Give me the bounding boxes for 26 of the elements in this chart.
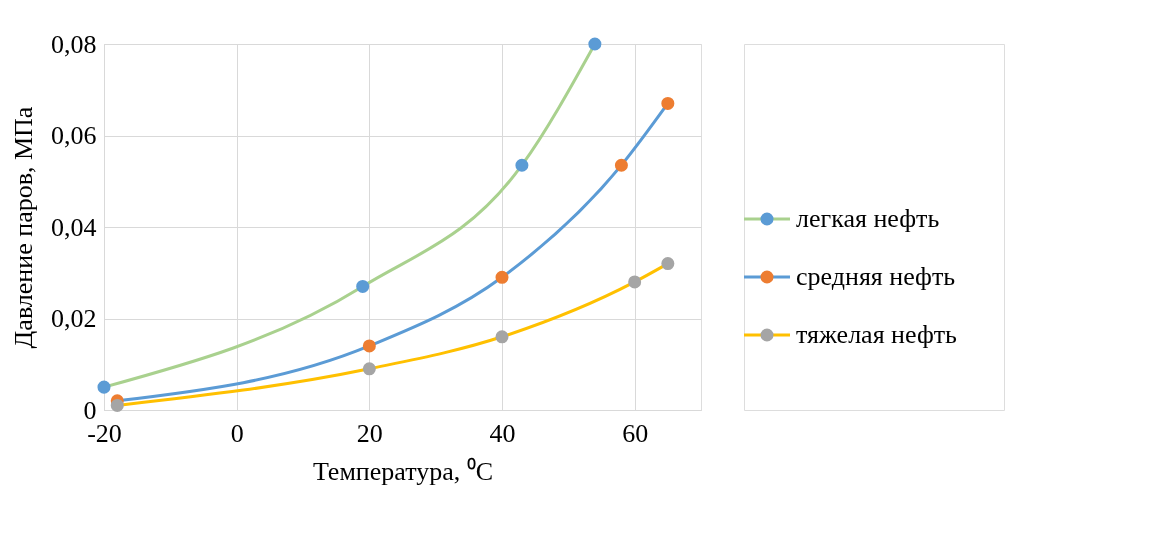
point	[362, 339, 376, 353]
point	[614, 158, 628, 172]
y-tick-label: 0,08	[51, 29, 97, 59]
y-tick-label: 0,04	[51, 212, 97, 242]
y-tick-label: 0,02	[51, 304, 97, 333]
point	[495, 270, 509, 284]
legend-label: легкая нефть	[796, 204, 940, 233]
point	[628, 275, 642, 289]
x-tick-label: 20	[356, 418, 383, 448]
point	[588, 37, 602, 51]
x-tick-label: 0	[230, 418, 244, 448]
point	[495, 330, 509, 344]
x-axis-title: Температура, ⁰C	[312, 456, 494, 486]
x-tick-label: 60	[622, 418, 649, 448]
point	[110, 398, 124, 412]
y-axis-title: Давление паров, МПа	[9, 106, 38, 349]
point	[515, 158, 529, 172]
legend-label: средняя нефть	[796, 262, 956, 291]
point	[362, 362, 376, 376]
point	[356, 279, 370, 293]
point	[661, 257, 675, 271]
y-tick-label: 0,06	[51, 121, 97, 150]
x-tick-label: 40	[489, 418, 516, 448]
legend-label: тяжелая нефть	[796, 320, 958, 349]
point	[97, 380, 111, 394]
point	[661, 96, 675, 110]
